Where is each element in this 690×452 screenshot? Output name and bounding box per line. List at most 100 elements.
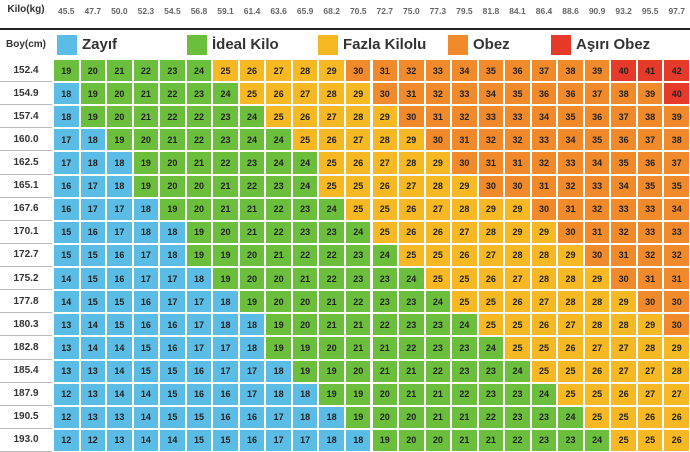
bmi-cell: 26 <box>398 197 425 221</box>
bmi-cell: 19 <box>212 267 239 291</box>
bmi-cell: 19 <box>185 243 213 268</box>
bmi-cell: 30 <box>530 197 558 221</box>
bmi-cell: 26 <box>451 243 478 268</box>
bmi-cell: 23 <box>291 220 319 244</box>
height-label: 182.8 <box>0 336 52 360</box>
bmi-cell: 19 <box>53 59 80 83</box>
bmi-cell: 26 <box>663 405 690 429</box>
bmi-cell: 36 <box>530 82 558 106</box>
bmi-cell: 29 <box>504 220 531 244</box>
weight-label: 95.5 <box>641 6 659 16</box>
bmi-cell: 22 <box>371 313 399 337</box>
bmi-cell: 34 <box>530 105 558 129</box>
legend-swatch <box>448 35 468 55</box>
legend-label: Fazla Kilolu <box>343 36 427 53</box>
bmi-cell: 16 <box>159 313 186 337</box>
bmi-cell: 21 <box>371 359 399 383</box>
legend-label: Aşırı Obez <box>576 36 651 53</box>
bmi-cell: 33 <box>583 174 611 198</box>
legend-swatch <box>551 35 571 55</box>
bmi-cell: 24 <box>265 128 292 152</box>
bmi-cell: 13 <box>106 428 133 452</box>
bmi-cell: 12 <box>79 428 107 452</box>
height-label: 180.3 <box>0 313 52 337</box>
bmi-cell: 30 <box>451 151 478 175</box>
bmi-cell: 30 <box>636 290 664 314</box>
bmi-cell: 18 <box>291 382 319 406</box>
bmi-cell: 30 <box>398 105 425 129</box>
bmi-cell: 25 <box>504 313 531 337</box>
height-label: 175.2 <box>0 267 52 291</box>
bmi-cell: 28 <box>663 359 690 383</box>
bmi-cell: 35 <box>636 174 664 198</box>
bmi-cell: 32 <box>424 82 452 106</box>
bmi-cell: 21 <box>398 382 425 406</box>
height-label: 167.6 <box>0 198 52 221</box>
bmi-cell: 24 <box>238 128 266 152</box>
bmi-cell: 34 <box>583 151 611 175</box>
bmi-cell: 16 <box>212 382 239 406</box>
weight-label: 63.6 <box>270 6 287 16</box>
bmi-cell: 17 <box>159 267 186 291</box>
bmi-cell: 21 <box>265 243 292 268</box>
bmi-cell: 36 <box>583 105 611 129</box>
bmi-cell: 30 <box>344 59 372 83</box>
bmi-cell: 22 <box>185 105 213 129</box>
bmi-cell: 21 <box>318 313 345 337</box>
bmi-cell: 14 <box>106 359 133 383</box>
bmi-cell: 23 <box>238 151 266 175</box>
weight-title: Kilo(kg) <box>7 4 45 15</box>
bmi-cell: 25 <box>610 405 637 429</box>
bmi-cell: 21 <box>132 82 160 106</box>
bmi-cell: 19 <box>291 336 319 360</box>
weight-label: 52.3 <box>137 6 155 16</box>
bmi-cell: 18 <box>265 382 292 406</box>
bmi-cell: 23 <box>398 313 425 337</box>
bmi-cell: 19 <box>344 405 372 429</box>
bmi-cell: 17 <box>79 197 107 221</box>
bmi-cell: 17 <box>185 313 213 337</box>
bmi-cell: 23 <box>185 82 213 106</box>
bmi-cell: 21 <box>238 197 266 221</box>
bmi-cell: 30 <box>610 267 637 291</box>
bmi-cell: 23 <box>424 313 452 337</box>
bmi-cell: 33 <box>636 197 664 221</box>
bmi-cell: 26 <box>238 59 266 83</box>
bmi-cell: 17 <box>159 290 186 314</box>
bmi-cell: 32 <box>557 174 584 198</box>
bmi-cell: 25 <box>424 267 452 291</box>
bmi-cell: 19 <box>291 359 319 383</box>
bmi-cell: 18 <box>132 220 160 244</box>
height-label: 190.5 <box>0 406 52 429</box>
bmi-cell: 29 <box>610 290 637 314</box>
bmi-cell: 40 <box>610 59 637 83</box>
bmi-cell: 18 <box>106 174 133 198</box>
bmi-cell: 21 <box>159 128 186 152</box>
bmi-cell: 18 <box>291 405 319 429</box>
weight-label: 90.9 <box>588 6 606 16</box>
bmi-cell: 28 <box>530 267 558 291</box>
bmi-cell: 30 <box>504 174 531 198</box>
bmi-cell: 22 <box>318 243 345 268</box>
bmi-cell: 17 <box>291 428 319 452</box>
bmi-cell: 31 <box>504 151 531 175</box>
bmi-cell: 37 <box>663 151 690 175</box>
bmi-cell: 20 <box>424 428 452 452</box>
bmi-cell: 19 <box>79 105 107 129</box>
bmi-cell: 20 <box>371 382 399 406</box>
bmi-cell: 23 <box>159 59 186 83</box>
bmi-cell: 28 <box>318 82 345 106</box>
bmi-cell: 18 <box>106 151 133 175</box>
bmi-cell: 28 <box>424 174 452 198</box>
bmi-cell: 14 <box>132 405 160 429</box>
bmi-cell: 20 <box>318 336 345 360</box>
height-label: 193.0 <box>0 429 52 452</box>
bmi-cell: 20 <box>106 105 133 129</box>
bmi-cell: 24 <box>451 313 478 337</box>
height-title: Boy(cm) <box>5 39 46 50</box>
bmi-cell: 18 <box>53 105 80 129</box>
bmi-cell: 17 <box>53 151 80 175</box>
bmi-cell: 27 <box>451 220 478 244</box>
bmi-cell: 24 <box>291 151 319 175</box>
bmi-cell: 41 <box>636 59 664 83</box>
